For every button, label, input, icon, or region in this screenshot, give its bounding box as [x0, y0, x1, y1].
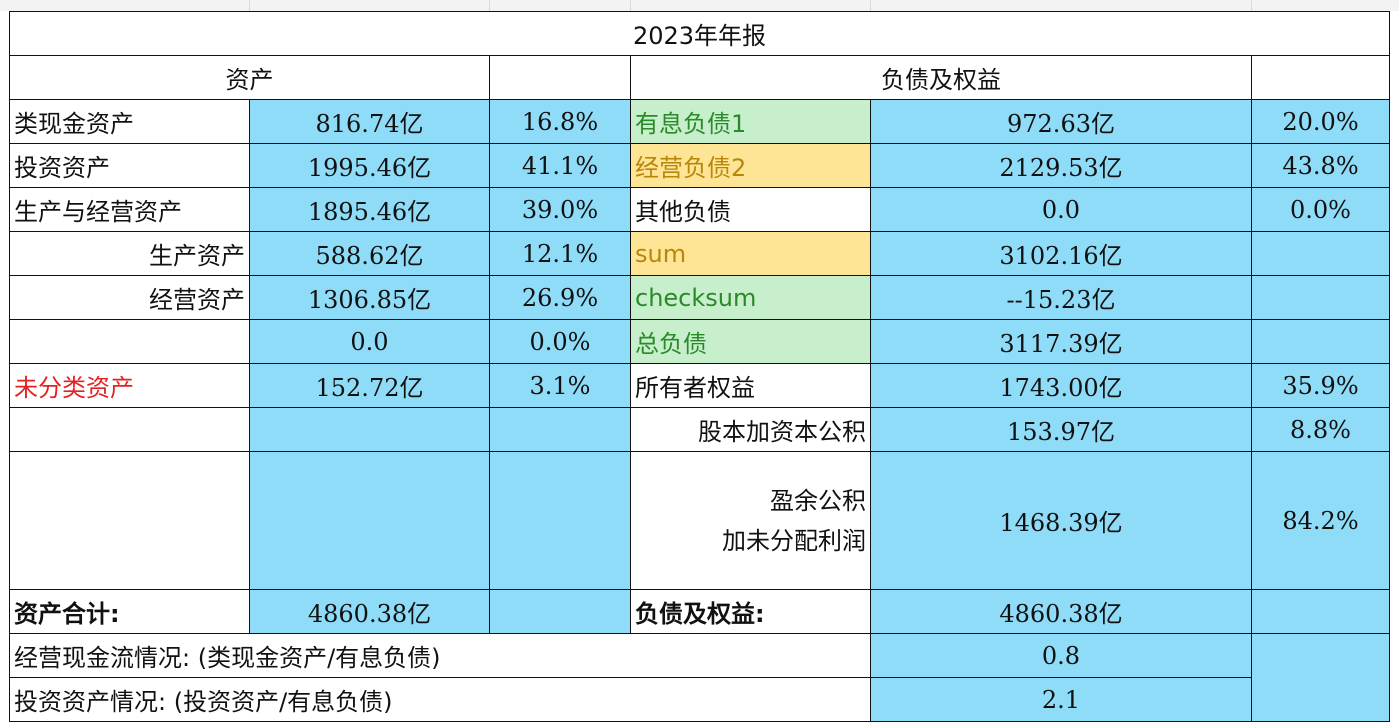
unclassified-assets-label[interactable]: 未分类资产 — [9, 363, 250, 408]
owner-equity-label[interactable]: 所有者权益 — [630, 363, 871, 408]
checksum-value[interactable]: --15.23亿 — [870, 275, 1252, 320]
total-liab-equity-label[interactable]: 负债及权益: — [630, 589, 871, 634]
investment-assets-label[interactable]: 投资资产 — [9, 143, 250, 188]
operating-cashflow-ratio-value[interactable]: 0.8 — [870, 633, 1252, 678]
empty-cell[interactable] — [9, 319, 250, 364]
capital-reserve-value[interactable]: 153.97亿 — [870, 407, 1252, 452]
empty-cell[interactable] — [1251, 55, 1390, 100]
surplus-label-line2: 加未分配利润 — [722, 526, 866, 555]
total-assets-label[interactable]: 资产合计: — [9, 589, 250, 634]
unclassified-assets-value[interactable]: 152.72亿 — [249, 363, 490, 408]
operating-debt-value[interactable]: 2129.53亿 — [870, 143, 1252, 188]
investment-assets-pct[interactable]: 41.1% — [489, 143, 631, 188]
surplus-retained-pct[interactable]: 84.2% — [1251, 451, 1390, 590]
empty-cell[interactable] — [1251, 319, 1390, 364]
capital-reserve-pct[interactable]: 8.8% — [1251, 407, 1390, 452]
other-debt-pct[interactable]: 0.0% — [1251, 187, 1390, 232]
sum-value[interactable]: 3102.16亿 — [870, 231, 1252, 276]
production-operating-assets-label[interactable]: 生产与经营资产 — [9, 187, 250, 232]
operating-assets-label[interactable]: 经营资产 — [9, 275, 250, 320]
operating-assets-value[interactable]: 1306.85亿 — [249, 275, 490, 320]
empty-cell[interactable] — [249, 451, 490, 590]
empty-cell[interactable] — [9, 407, 250, 452]
empty-cell[interactable] — [1251, 275, 1390, 320]
empty-cell[interactable] — [1251, 633, 1390, 722]
unclassified-assets-pct[interactable]: 3.1% — [489, 363, 631, 408]
total-assets-value[interactable]: 4860.38亿 — [249, 589, 490, 634]
production-assets-label[interactable]: 生产资产 — [9, 231, 250, 276]
interest-debt-label[interactable]: 有息负债1 — [630, 99, 871, 144]
other-debt-label[interactable]: 其他负债 — [630, 187, 871, 232]
total-debt-label[interactable]: 总负债 — [630, 319, 871, 364]
empty-cell[interactable] — [489, 55, 631, 100]
surplus-retained-label[interactable]: 盈余公积 加未分配利润 — [630, 451, 871, 590]
operating-debt-label[interactable]: 经营负债2 — [630, 143, 871, 188]
empty-cell[interactable] — [9, 451, 250, 590]
cash-like-assets-pct[interactable]: 16.8% — [489, 99, 631, 144]
production-assets-value[interactable]: 588.62亿 — [249, 231, 490, 276]
interest-debt-value[interactable]: 972.63亿 — [870, 99, 1252, 144]
total-liab-equity-value[interactable]: 4860.38亿 — [870, 589, 1252, 634]
other-debt-value[interactable]: 0.0 — [870, 187, 1252, 232]
total-debt-value[interactable]: 3117.39亿 — [870, 319, 1252, 364]
empty-cell[interactable] — [489, 589, 631, 634]
surplus-retained-value[interactable]: 1468.39亿 — [870, 451, 1252, 590]
production-operating-assets-pct[interactable]: 39.0% — [489, 187, 631, 232]
surplus-label-line1: 盈余公积 — [770, 486, 866, 515]
capital-reserve-label[interactable]: 股本加资本公积 — [630, 407, 871, 452]
blank-asset-value[interactable]: 0.0 — [249, 319, 490, 364]
empty-cell[interactable] — [489, 451, 631, 590]
empty-cell[interactable] — [249, 407, 490, 452]
liabilities-header-cell[interactable]: 负债及权益 — [630, 55, 1252, 100]
report-title-cell[interactable]: 2023年年报 — [9, 11, 1390, 56]
operating-cashflow-ratio-label[interactable]: 经营现金流情况: (类现金资产/有息负债) — [9, 633, 871, 678]
empty-cell[interactable] — [1251, 589, 1390, 634]
operating-debt-pct[interactable]: 43.8% — [1251, 143, 1390, 188]
interest-debt-pct[interactable]: 20.0% — [1251, 99, 1390, 144]
operating-assets-pct[interactable]: 26.9% — [489, 275, 631, 320]
owner-equity-pct[interactable]: 35.9% — [1251, 363, 1390, 408]
investment-assets-value[interactable]: 1995.46亿 — [249, 143, 490, 188]
checksum-label[interactable]: checksum — [630, 275, 871, 320]
production-operating-assets-value[interactable]: 1895.46亿 — [249, 187, 490, 232]
owner-equity-value[interactable]: 1743.00亿 — [870, 363, 1252, 408]
assets-header-cell[interactable]: 资产 — [9, 55, 490, 100]
empty-cell[interactable] — [1251, 231, 1390, 276]
empty-cell[interactable] — [489, 407, 631, 452]
column-header-strip — [0, 0, 1399, 11]
row-gutter — [0, 11, 9, 715]
cash-like-assets-label[interactable]: 类现金资产 — [9, 99, 250, 144]
blank-asset-pct[interactable]: 0.0% — [489, 319, 631, 364]
balance-sheet-table: 2023年年报 资产 负债及权益 类现金资产 816.74亿 16.8% 有息负… — [9, 11, 1390, 722]
cash-like-assets-value[interactable]: 816.74亿 — [249, 99, 490, 144]
production-assets-pct[interactable]: 12.1% — [489, 231, 631, 276]
sum-label[interactable]: sum — [630, 231, 871, 276]
